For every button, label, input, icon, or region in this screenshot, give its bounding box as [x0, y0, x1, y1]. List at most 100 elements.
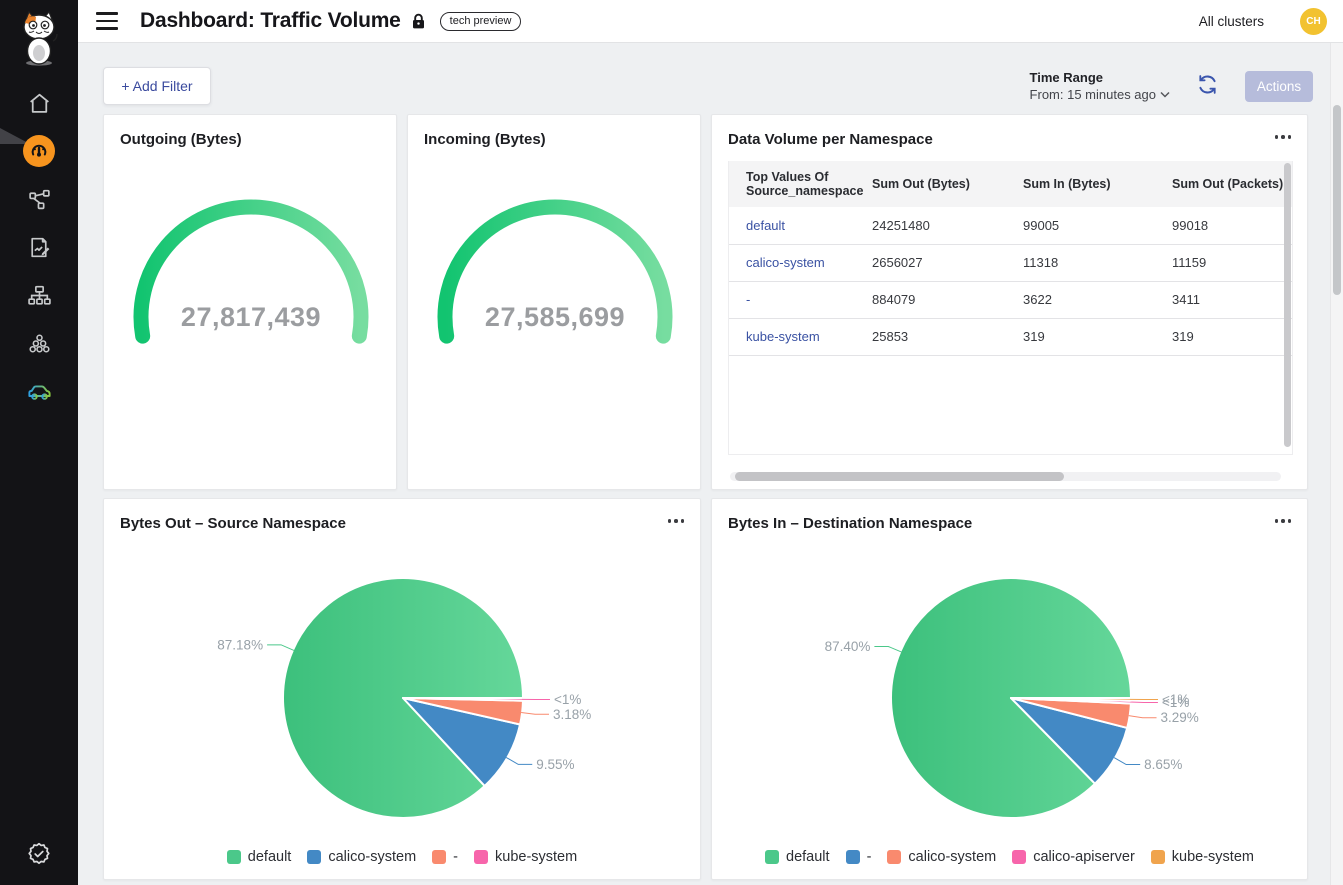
legend-item--[interactable]: -: [432, 849, 458, 865]
table-column-header: Sum Out (Bytes): [862, 161, 1013, 207]
sidebar-item-reports[interactable]: [0, 223, 78, 271]
ellipsis-menu-icon[interactable]: [667, 519, 684, 523]
verified-badge-icon: [28, 842, 50, 865]
namespace-table-wrap: Top Values Of Source_namespace Sum Out (B…: [728, 161, 1293, 455]
table-cell: 2656027: [862, 244, 1013, 282]
table-cell: 319: [1162, 318, 1292, 356]
namespace-link[interactable]: -: [746, 292, 751, 307]
gauge-value: 27,585,699: [485, 302, 625, 332]
pie-label: 3.18%: [553, 707, 591, 722]
pie-label: <1%: [554, 692, 581, 707]
pie-label: 87.18%: [217, 637, 263, 652]
table-row: - 884079 3622 3411: [729, 281, 1292, 319]
legend-item-calico-system[interactable]: calico-system: [887, 849, 996, 865]
legend-swatch: [1012, 850, 1027, 864]
sidebar-item-observability[interactable]: [0, 367, 78, 415]
namespace-link[interactable]: kube-system: [746, 329, 820, 344]
table-hscroll-thumb[interactable]: [735, 472, 1064, 481]
incoming-gauge-chart: 27,585,699: [437, 199, 673, 344]
namespace-table: Top Values Of Source_namespace Sum Out (B…: [729, 161, 1292, 356]
legend-swatch: [226, 850, 241, 864]
table-cell: 25853: [862, 318, 1013, 356]
legend-label: kube-system: [495, 849, 578, 865]
legend-label: kube-system: [1171, 849, 1254, 865]
table-vertical-scrollbar: [1284, 163, 1291, 451]
pie-label: <1%: [1162, 695, 1189, 710]
bytes-in-pie-chart: 87.40%8.65%3.29%<1%<1%: [825, 577, 1199, 819]
table-row: calico-system 2656027 11318 11159: [729, 244, 1292, 282]
legend-item-default[interactable]: default: [226, 849, 292, 865]
refresh-button[interactable]: [1194, 71, 1221, 101]
pie-label: 8.65%: [1144, 757, 1182, 772]
topbar: Dashboard: Traffic Volume tech preview A…: [78, 0, 1343, 43]
card-title: Bytes In – Destination Namespace: [728, 515, 973, 532]
table-vscroll-thumb[interactable]: [1284, 163, 1291, 447]
sidebar: [0, 0, 78, 885]
policy-report-icon: [30, 237, 49, 257]
actions-button[interactable]: Actions: [1245, 70, 1313, 102]
ellipsis-menu-icon[interactable]: [1274, 519, 1291, 523]
card-bytes-in-pie: 87.40% 8.65% 3.29% <1% <1% Bytes In – Destin…: [711, 498, 1308, 880]
main-content: + Add Filter Time Range From: 15 minutes…: [78, 43, 1343, 885]
pie-legend: default - calico-system calico-apiserver kub…: [712, 849, 1307, 865]
table-column-header: Sum Out (Packets): [1162, 161, 1292, 207]
legend-label: default: [786, 849, 830, 865]
card-title: Incoming (Bytes): [424, 131, 546, 148]
add-filter-button[interactable]: + Add Filter: [103, 67, 211, 105]
page-scroll-thumb[interactable]: [1333, 105, 1341, 295]
home-icon: [29, 93, 49, 113]
refresh-icon: [1199, 75, 1216, 94]
sidebar-item-service-graph[interactable]: [0, 175, 78, 223]
page-title: Dashboard: Traffic Volume: [140, 9, 401, 32]
namespace-link[interactable]: calico-system: [746, 255, 825, 270]
lock-icon: [412, 13, 424, 28]
legend-item-kube-system[interactable]: kube-system: [1150, 849, 1254, 865]
sidebar-item-home[interactable]: [0, 79, 78, 127]
legend-label: calico-system: [328, 849, 417, 865]
table-row: default 24251480 99005 99018: [729, 207, 1292, 245]
filter-bar: + Add Filter Time Range From: 15 minutes…: [103, 63, 1313, 109]
legend-item--[interactable]: -: [845, 849, 871, 865]
cluster-selector[interactable]: All clusters: [1198, 13, 1264, 29]
legend-item-calico-apiserver[interactable]: calico-apiserver: [1012, 849, 1135, 865]
legend-item-kube-system[interactable]: kube-system: [474, 849, 577, 865]
time-range: Time Range From: 15 minutes ago: [1030, 70, 1170, 102]
sidebar-nav: [0, 79, 78, 415]
time-range-dropdown[interactable]: From: 15 minutes ago: [1030, 87, 1170, 102]
table-cell: 884079: [862, 281, 1013, 319]
legend-swatch: [474, 850, 488, 864]
legend-swatch: [765, 850, 780, 864]
avatar[interactable]: CH: [1300, 7, 1327, 35]
tech-preview-badge: tech preview: [439, 11, 522, 31]
sidebar-item-dashboards[interactable]: [0, 127, 78, 175]
table-column-header: Top Values Of Source_namespace: [729, 161, 863, 207]
sidebar-item-clusters[interactable]: [0, 319, 78, 367]
table-cell: 99005: [1013, 207, 1162, 245]
table-cell: 3411: [1162, 281, 1292, 319]
card-bytes-out-pie: 87.18% 9.55% 3.18% <1% Bytes Out – Source N…: [103, 498, 701, 880]
dashboard-gauge-icon: [23, 135, 55, 167]
table-cell: 11159: [1162, 244, 1292, 282]
pie-label: 87.40%: [825, 639, 871, 654]
sidebar-corner-wedge: [0, 118, 30, 144]
sidebar-item-network[interactable]: [0, 271, 78, 319]
legend-label: calico-apiserver: [1033, 849, 1135, 865]
calico-cat-logo[interactable]: [0, 0, 78, 76]
legend-item-default[interactable]: default: [765, 849, 830, 865]
chevron-down-icon: [1160, 91, 1170, 98]
legend-swatch: [887, 850, 902, 864]
card-title: Data Volume per Namespace: [728, 131, 933, 148]
table-cell: 99018: [1162, 207, 1292, 245]
legend-item-calico-system[interactable]: calico-system: [307, 849, 416, 865]
pie-label: 9.55%: [536, 757, 574, 772]
legend-label: calico-system: [908, 849, 997, 865]
sidebar-item-compliance[interactable]: [0, 841, 78, 867]
legend-label: default: [247, 849, 292, 865]
card-data-volume-table: Data Volume per Namespace Top Values Of …: [711, 114, 1308, 490]
legend-swatch: [307, 850, 322, 864]
pie-legend: default calico-system - kube-system: [104, 849, 700, 865]
ellipsis-menu-icon[interactable]: [1274, 135, 1291, 139]
car-icon: [27, 384, 51, 400]
hamburger-menu-icon[interactable]: [96, 12, 118, 30]
namespace-link[interactable]: default: [746, 217, 786, 233]
